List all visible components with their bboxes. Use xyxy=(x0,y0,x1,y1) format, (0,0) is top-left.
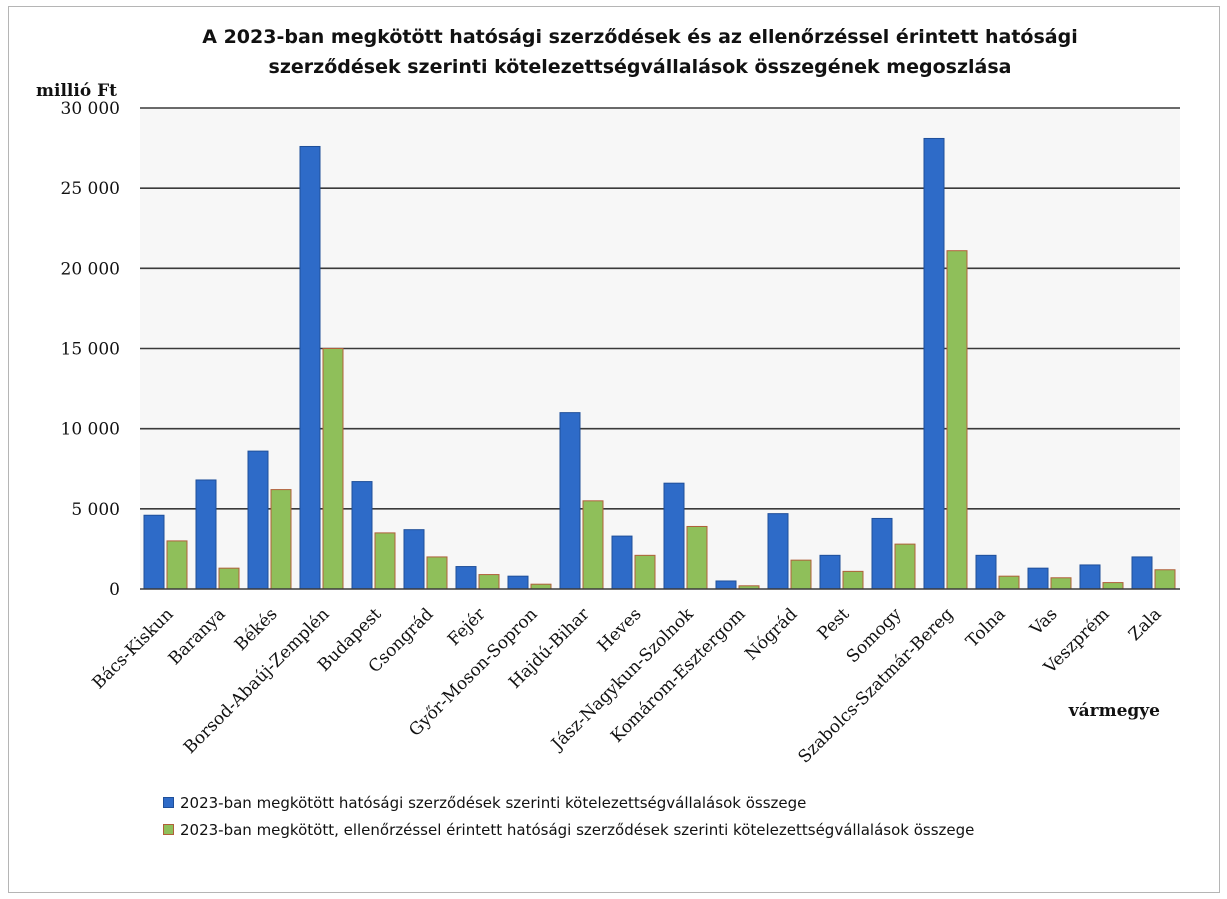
bar-series-2 xyxy=(842,570,864,590)
bar-series-2 xyxy=(686,525,708,590)
bar-series-1 xyxy=(923,137,945,590)
x-tick-label: Bács-Kiskun xyxy=(89,604,178,693)
y-tick-label: 20 000 xyxy=(61,259,120,279)
bar-series-2 xyxy=(894,543,916,590)
bar-series-2 xyxy=(218,567,240,590)
y-tick-label: 5 000 xyxy=(71,500,120,520)
bar-series-1 xyxy=(455,566,477,590)
bar-series-2 xyxy=(634,554,656,590)
bar-series-1 xyxy=(507,575,529,590)
legend-item-series-2: 2023-ban megkötött, ellenőrzéssel érinte… xyxy=(163,816,974,843)
legend: 2023-ban megkötött hatósági szerződések … xyxy=(163,789,974,843)
bar-series-1 xyxy=(559,412,581,590)
bar-series-1 xyxy=(663,482,685,590)
bar-series-2 xyxy=(322,348,344,590)
bar-series-1 xyxy=(975,554,997,590)
legend-swatch-blue xyxy=(163,797,174,808)
y-tick-label: 10 000 xyxy=(61,420,120,440)
bar-series-2 xyxy=(1050,577,1072,590)
x-tick-label: Tolna xyxy=(962,604,1009,651)
chart-title: A 2023-ban megkötött hatósági szerződése… xyxy=(202,26,1078,78)
bar-series-1 xyxy=(299,145,321,590)
bar-series-1 xyxy=(715,580,737,590)
x-tick-label: Fejér xyxy=(444,604,490,650)
legend-label-series-2: 2023-ban megkötött, ellenőrzéssel érinte… xyxy=(180,820,975,839)
bar-series-2 xyxy=(478,574,500,590)
bar-series-1 xyxy=(1027,567,1049,590)
bar-series-2 xyxy=(166,540,188,590)
bar-series-1 xyxy=(1131,556,1153,590)
bar-series-1 xyxy=(767,513,789,590)
x-tick-label: Nógrád xyxy=(741,604,801,664)
x-tick-label: Vas xyxy=(1026,604,1062,640)
bar-series-1 xyxy=(143,514,165,590)
y-tick-label: 15 000 xyxy=(61,340,120,360)
legend-label-series-1: 2023-ban megkötött hatósági szerződések … xyxy=(180,793,807,812)
bar-series-1 xyxy=(819,554,841,590)
bar-series-2 xyxy=(790,559,812,590)
bar-series-2 xyxy=(582,500,604,590)
bar-series-1 xyxy=(247,450,269,590)
bar-series-2 xyxy=(1102,582,1124,590)
y-axis-label: millió Ft xyxy=(36,81,117,101)
bar-series-1 xyxy=(195,479,217,590)
legend-item-series-1: 2023-ban megkötött hatósági szerződések … xyxy=(163,789,974,816)
x-tick-label: Zala xyxy=(1125,604,1166,645)
y-tick-label: 0 xyxy=(109,580,120,600)
x-axis-label: vármegye xyxy=(1068,701,1160,721)
bar-series-2 xyxy=(374,532,396,590)
bar-series-2 xyxy=(1154,569,1176,590)
bar-series-2 xyxy=(270,489,292,590)
bar-series-1 xyxy=(1079,564,1101,590)
y-tick-label: 25 000 xyxy=(61,179,120,199)
x-tick-label: Pest xyxy=(814,604,854,644)
bar-series-1 xyxy=(611,535,633,590)
bar-series-2 xyxy=(426,556,448,590)
bar-series-2 xyxy=(998,575,1020,590)
bar-series-1 xyxy=(351,481,373,590)
x-tick-label: Heves xyxy=(594,604,646,656)
bar-series-2 xyxy=(946,250,968,590)
y-tick-label: 30 000 xyxy=(61,99,120,119)
x-tick-label: Békés xyxy=(231,604,282,655)
legend-swatch-green xyxy=(163,824,174,835)
bar-series-1 xyxy=(871,517,893,590)
x-tick-label: Baranya xyxy=(165,604,230,669)
bar-series-1 xyxy=(403,529,425,590)
